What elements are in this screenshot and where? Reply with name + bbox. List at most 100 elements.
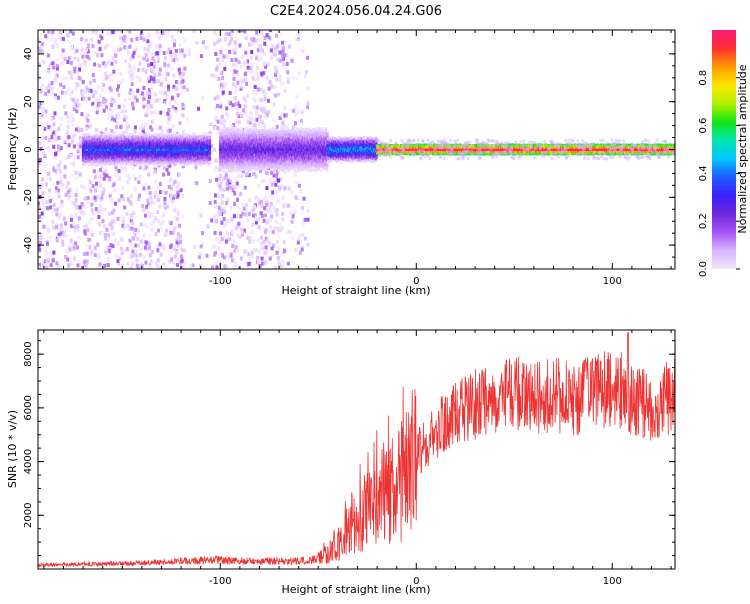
heatmap-cell <box>110 61 114 66</box>
heatmap-cell <box>169 114 173 119</box>
heatmap-cell <box>104 250 108 255</box>
heatmap-cell <box>256 87 260 92</box>
heatmap-cell <box>237 114 241 119</box>
heatmap-cell <box>169 243 173 248</box>
heatmap-cell <box>239 86 243 91</box>
heatmap-cell <box>301 233 305 238</box>
heatmap-cell <box>218 202 222 207</box>
heatmap-cell <box>171 124 175 129</box>
heatmap-cell <box>170 34 174 39</box>
heatmap-cell <box>75 49 79 54</box>
heatmap-cell <box>234 261 238 266</box>
heatmap-cell <box>162 30 166 35</box>
heatmap-cell <box>104 63 108 68</box>
heatmap-cell <box>195 181 199 186</box>
heatmap-cell <box>82 154 85 158</box>
heatmap-cell <box>120 41 124 46</box>
heatmap-cell <box>180 48 184 53</box>
heatmap-cell <box>246 59 250 64</box>
heatmap-cell <box>86 118 90 123</box>
heatmap-cell <box>253 84 257 89</box>
heatmap-cell <box>258 87 262 92</box>
heatmap-cell <box>116 172 120 177</box>
heatmap-cell <box>44 205 48 210</box>
heatmap-cell <box>97 39 101 44</box>
heatmap-cell <box>244 59 248 64</box>
heatmap-cell <box>128 226 132 231</box>
heatmap-cell <box>263 41 267 46</box>
heatmap-cell <box>47 146 51 151</box>
heatmap-cell <box>142 134 145 138</box>
heatmap-cell <box>306 105 310 110</box>
heatmap-cell <box>145 57 149 62</box>
heatmap-cell <box>59 116 63 121</box>
heatmap-cell <box>126 180 130 185</box>
heatmap-cell <box>230 58 234 63</box>
heatmap-cell <box>283 53 287 58</box>
heatmap-cell <box>238 104 242 109</box>
heatmap-cell <box>124 160 127 164</box>
heatmap-cell <box>233 96 237 101</box>
heatmap-cell <box>81 203 85 208</box>
heatmap-cell <box>86 88 90 93</box>
heatmap-cell <box>112 161 115 165</box>
heatmap-cell <box>282 240 286 245</box>
heatmap-cell <box>300 247 304 252</box>
heatmap-cell <box>158 48 162 53</box>
heatmap-cell <box>164 190 168 195</box>
heatmap-cell <box>88 250 92 255</box>
heatmap-cell <box>214 52 218 57</box>
heatmap-cell <box>273 208 277 213</box>
heatmap-cell <box>286 203 290 208</box>
heatmap-cell <box>199 244 203 249</box>
heatmap-cell <box>249 117 253 122</box>
heatmap-cell <box>306 242 310 247</box>
heatmap-cell <box>143 213 147 218</box>
heatmap-cell <box>232 122 236 127</box>
heatmap-cell <box>66 257 70 262</box>
heatmap-cell <box>92 78 96 83</box>
heatmap-cell <box>108 118 112 123</box>
heatmap-cell <box>232 238 236 243</box>
heatmap-cell <box>225 112 229 117</box>
heatmap-cell <box>153 136 156 140</box>
heatmap-cell <box>181 106 185 111</box>
heatmap-cell <box>259 44 263 49</box>
heatmap-cell <box>83 158 86 162</box>
heatmap-cell <box>168 198 172 203</box>
heatmap-cell <box>149 41 153 46</box>
heatmap-cell <box>134 243 138 248</box>
heatmap-cell <box>215 158 219 163</box>
heatmap-cell <box>281 211 285 216</box>
heatmap-cell <box>41 198 45 203</box>
heatmap-cell <box>91 73 95 78</box>
heatmap-cell <box>216 119 220 124</box>
heatmap-cell <box>304 73 308 78</box>
heatmap-cell <box>254 220 258 225</box>
heatmap-cell <box>276 198 280 203</box>
heatmap-cell <box>221 193 225 198</box>
heatmap-cell <box>284 113 288 118</box>
heatmap-cell <box>70 113 74 118</box>
heatmap-cell <box>217 212 221 217</box>
heatmap-cell <box>238 43 242 48</box>
heatmap-cell <box>178 30 182 35</box>
heatmap-cell <box>173 179 177 184</box>
heatmap-cell <box>54 129 58 134</box>
heatmap-cell <box>110 199 114 204</box>
heatmap-cell <box>230 217 234 222</box>
heatmap-cell <box>213 115 217 120</box>
heatmap-cell <box>232 72 236 77</box>
heatmap-cell <box>142 104 146 109</box>
heatmap-cell <box>55 63 59 68</box>
heatmap-cell <box>221 117 225 122</box>
heatmap-cell <box>97 102 101 107</box>
heatmap-cell <box>62 231 66 236</box>
heatmap-cell <box>197 106 201 111</box>
heatmap-cell <box>134 47 138 52</box>
heatmap-cell <box>181 129 185 134</box>
heatmap-cell <box>148 191 152 196</box>
heatmap-cell <box>219 49 223 54</box>
heatmap-cell <box>214 204 218 209</box>
heatmap-cell <box>165 204 169 209</box>
